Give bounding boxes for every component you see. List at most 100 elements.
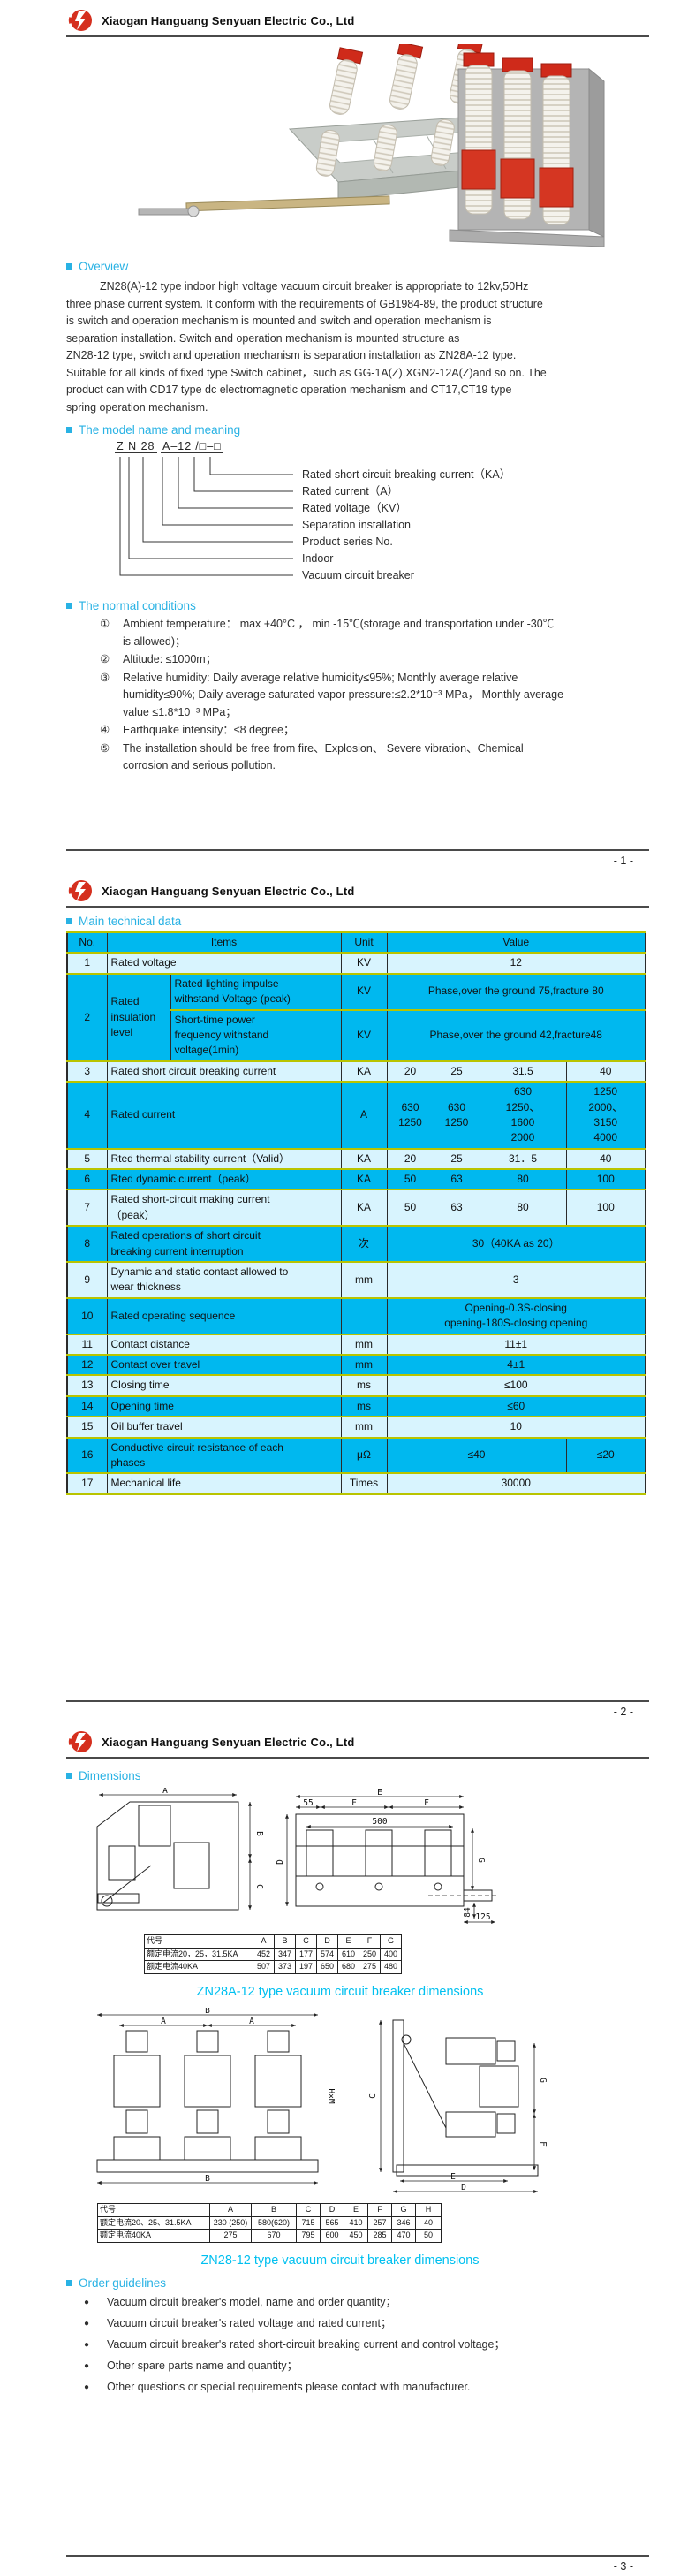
cell: ≤20 xyxy=(565,1436,646,1475)
cell: ms xyxy=(340,1394,388,1418)
item-text: Ambient temperature： max +40°C ， min -15… xyxy=(123,618,555,648)
table-row: 额定电流20、25、31.5KA 230 (250) 580(620) 715 … xyxy=(97,2215,442,2230)
cell: mm xyxy=(340,1261,388,1299)
table-row: 8 Rated operations of short circuit brea… xyxy=(66,1225,646,1264)
cell: 630 1250 xyxy=(386,1081,434,1150)
dim-label: 84 xyxy=(463,1907,472,1918)
list-item: ④ Earthquake intensity：≤8 degree； xyxy=(100,722,649,740)
table-row: 11 Contact distance mm 11±1 xyxy=(66,1333,646,1356)
cell: F xyxy=(367,2203,392,2217)
cell: 12 xyxy=(386,952,646,975)
dim-label: C xyxy=(368,2093,378,2099)
cell: Phase,over the ground 42,fracture48 xyxy=(386,1008,646,1062)
section-bullet-icon xyxy=(66,918,72,924)
conditions-heading: The normal conditions xyxy=(66,599,649,612)
cell: 574 xyxy=(316,1947,338,1962)
table-row: 16 Conductive circuit resistance of each… xyxy=(66,1436,646,1475)
cell: 275 xyxy=(359,1960,381,1975)
cell: 9 xyxy=(66,1261,108,1299)
conditions-title: The normal conditions xyxy=(79,599,196,612)
cell: Rated operations of short circuit breaki… xyxy=(106,1225,342,1264)
cell: KA xyxy=(340,1189,388,1227)
cell: A xyxy=(209,2203,252,2217)
cell: 15 xyxy=(66,1416,108,1439)
cell: mm xyxy=(340,1353,388,1377)
model-label: Separation installation xyxy=(302,519,411,531)
cell: A xyxy=(340,1081,388,1150)
page-3: Xiaogan Hanguang Senyuan Electric Co., L… xyxy=(0,1721,680,2576)
cell: D xyxy=(316,1934,338,1949)
dim-label: A xyxy=(162,1788,168,1796)
cell: 40 xyxy=(565,1147,646,1171)
cell: 额定电流20，25，31.5KA xyxy=(144,1947,253,1962)
cell xyxy=(340,1296,388,1335)
tech-data-heading: Main technical data xyxy=(66,915,649,928)
overview-paragraph: ZN28(A)-12 type indoor high voltage vacu… xyxy=(66,280,547,414)
dim-label: 125 xyxy=(475,1912,490,1922)
cell: KA xyxy=(340,1168,388,1191)
item-marker: ① xyxy=(100,618,110,630)
cell: Items xyxy=(106,931,342,954)
table-row: 15 Oil buffer travel mm 10 xyxy=(66,1416,646,1439)
cell: 507 xyxy=(253,1960,275,1975)
model-heading: The model name and meaning xyxy=(66,423,649,437)
cell: B xyxy=(274,1934,296,1949)
cell: D xyxy=(320,2203,344,2217)
cell: 63 xyxy=(433,1189,480,1227)
model-label: Indoor xyxy=(302,552,334,565)
cell: 额定电流20、25、31.5KA xyxy=(97,2215,210,2230)
cell: Rated short circuit breaking current xyxy=(106,1060,342,1083)
company-logo-icon xyxy=(68,1731,92,1752)
cell: 100 xyxy=(565,1189,646,1227)
cell: 额定电流40KA xyxy=(97,2229,210,2244)
cell: Dynamic and static contact allowed to we… xyxy=(106,1261,342,1299)
cell: A xyxy=(253,1934,275,1949)
cell: 14 xyxy=(66,1394,108,1418)
cell: Phase,over the ground 75,fracture 80 xyxy=(386,972,646,1011)
cell: 5 xyxy=(66,1147,108,1171)
dim-label: F xyxy=(538,2141,548,2147)
cell: Rated short-circuit making current （peak… xyxy=(106,1189,342,1227)
list-item: ● Vacuum circuit breaker's rated voltage … xyxy=(84,2314,649,2333)
cell: Rated insulation level xyxy=(106,972,171,1062)
item-text: Vacuum circuit breaker's rated voltage a… xyxy=(107,2317,392,2330)
item-marker: ⑤ xyxy=(100,741,110,755)
cell: ≤60 xyxy=(386,1394,646,1418)
cell: 50 xyxy=(415,2229,442,2244)
cell: Opening time xyxy=(106,1394,342,1418)
cell: 50 xyxy=(386,1189,434,1227)
order-guidelines-list: ● Vacuum circuit breaker's model, name an… xyxy=(84,2293,649,2397)
cell: 8 xyxy=(66,1225,108,1264)
dim-label: 500 xyxy=(372,1817,387,1827)
dimensions-title: Dimensions xyxy=(79,1769,141,1782)
cell: 50 xyxy=(386,1168,434,1191)
table-header-row: No. Items Unit Value xyxy=(66,931,646,954)
cell: G xyxy=(391,2203,416,2217)
cell: 4 xyxy=(66,1081,108,1150)
dim-label: E xyxy=(377,1788,382,1797)
cell: 670 xyxy=(251,2229,297,2244)
bullet-icon: ● xyxy=(84,2340,90,2351)
tech-data-title: Main technical data xyxy=(79,915,182,928)
bullet-icon: ● xyxy=(84,2361,90,2372)
table-row: 额定电流20，25，31.5KA 452 347 177 574 610 250… xyxy=(144,1947,402,1962)
cell: 40 xyxy=(565,1060,646,1083)
overview-heading: Overview xyxy=(66,260,649,273)
footer-rule xyxy=(66,2555,649,2557)
section-bullet-icon xyxy=(66,1773,72,1779)
cell: B xyxy=(251,2203,297,2217)
cell: 4±1 xyxy=(386,1353,646,1377)
cell: 177 xyxy=(295,1947,317,1962)
cell: Opening-0.3S-closing opening-180S-closin… xyxy=(386,1296,646,1335)
cell: 230 (250) xyxy=(209,2215,252,2230)
cell: 452 xyxy=(253,1947,275,1962)
cell: 10 xyxy=(386,1416,646,1439)
page-1: Xiaogan Hanguang Senyuan Electric Co., L… xyxy=(0,0,680,870)
dim-label: B xyxy=(205,2008,210,2016)
dimension-drawing-zn28a: A B C E 55 F xyxy=(96,1788,497,1924)
model-code-part3: /□–□ xyxy=(193,440,223,453)
cell: 630 1250 xyxy=(433,1081,480,1150)
page-footer: - 1 - xyxy=(66,849,649,867)
cell: 197 xyxy=(295,1960,317,1975)
cell: 63 xyxy=(433,1168,480,1191)
